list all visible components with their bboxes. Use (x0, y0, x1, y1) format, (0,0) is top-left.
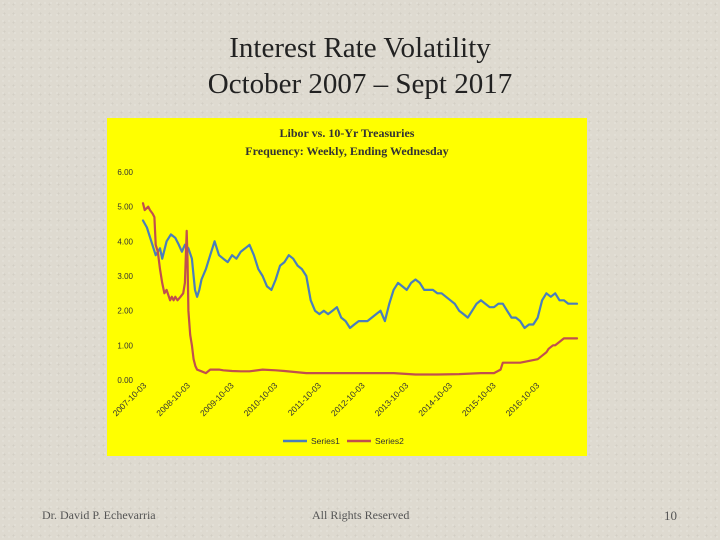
y-tick-label: 1.00 (117, 341, 133, 350)
x-tick-label: 2011-10-03 (286, 380, 324, 418)
x-tick-label: 2015-10-03 (460, 380, 498, 418)
x-tick-label: 2016-10-03 (504, 380, 542, 418)
page-number: 10 (664, 508, 677, 523)
chart-title: Libor vs. 10-Yr Treasuries (280, 126, 415, 140)
y-tick-label: 2.00 (117, 307, 133, 316)
x-tick-label: 2010-10-03 (242, 380, 280, 418)
x-tick-label: 2014-10-03 (416, 380, 454, 418)
y-tick-label: 5.00 (117, 203, 133, 212)
x-tick-label: 2009-10-03 (198, 380, 236, 418)
x-tick-label: 2007-10-03 (111, 380, 149, 418)
slide-title-line1: Interest Rate Volatility (229, 32, 491, 64)
x-tick-label: 2013-10-03 (373, 380, 411, 418)
line-chart: Libor vs. 10-Yr Treasuries Frequency: We… (111, 126, 579, 446)
series-line-1 (141, 219, 579, 330)
footer-rights: All Rights Reserved (312, 508, 410, 522)
footer-author: Dr. David P. Echevarria (42, 508, 156, 522)
y-tick-label: 3.00 (117, 272, 133, 281)
legend-label-2: Series2 (375, 436, 404, 446)
series-line-2 (141, 202, 579, 376)
y-tick-label: 6.00 (117, 168, 133, 177)
chart-subtitle: Frequency: Weekly, Ending Wednesday (245, 144, 448, 158)
y-tick-label: 4.00 (117, 237, 133, 246)
chart-panel: Libor vs. 10-Yr Treasuries Frequency: We… (107, 118, 587, 456)
y-tick-label: 0.00 (117, 376, 133, 385)
x-tick-label: 2012-10-03 (329, 380, 367, 418)
x-tick-label: 2008-10-03 (154, 380, 192, 418)
slide-title-line2: October 2007 – Sept 2017 (207, 68, 513, 100)
legend-label-1: Series1 (311, 436, 340, 446)
